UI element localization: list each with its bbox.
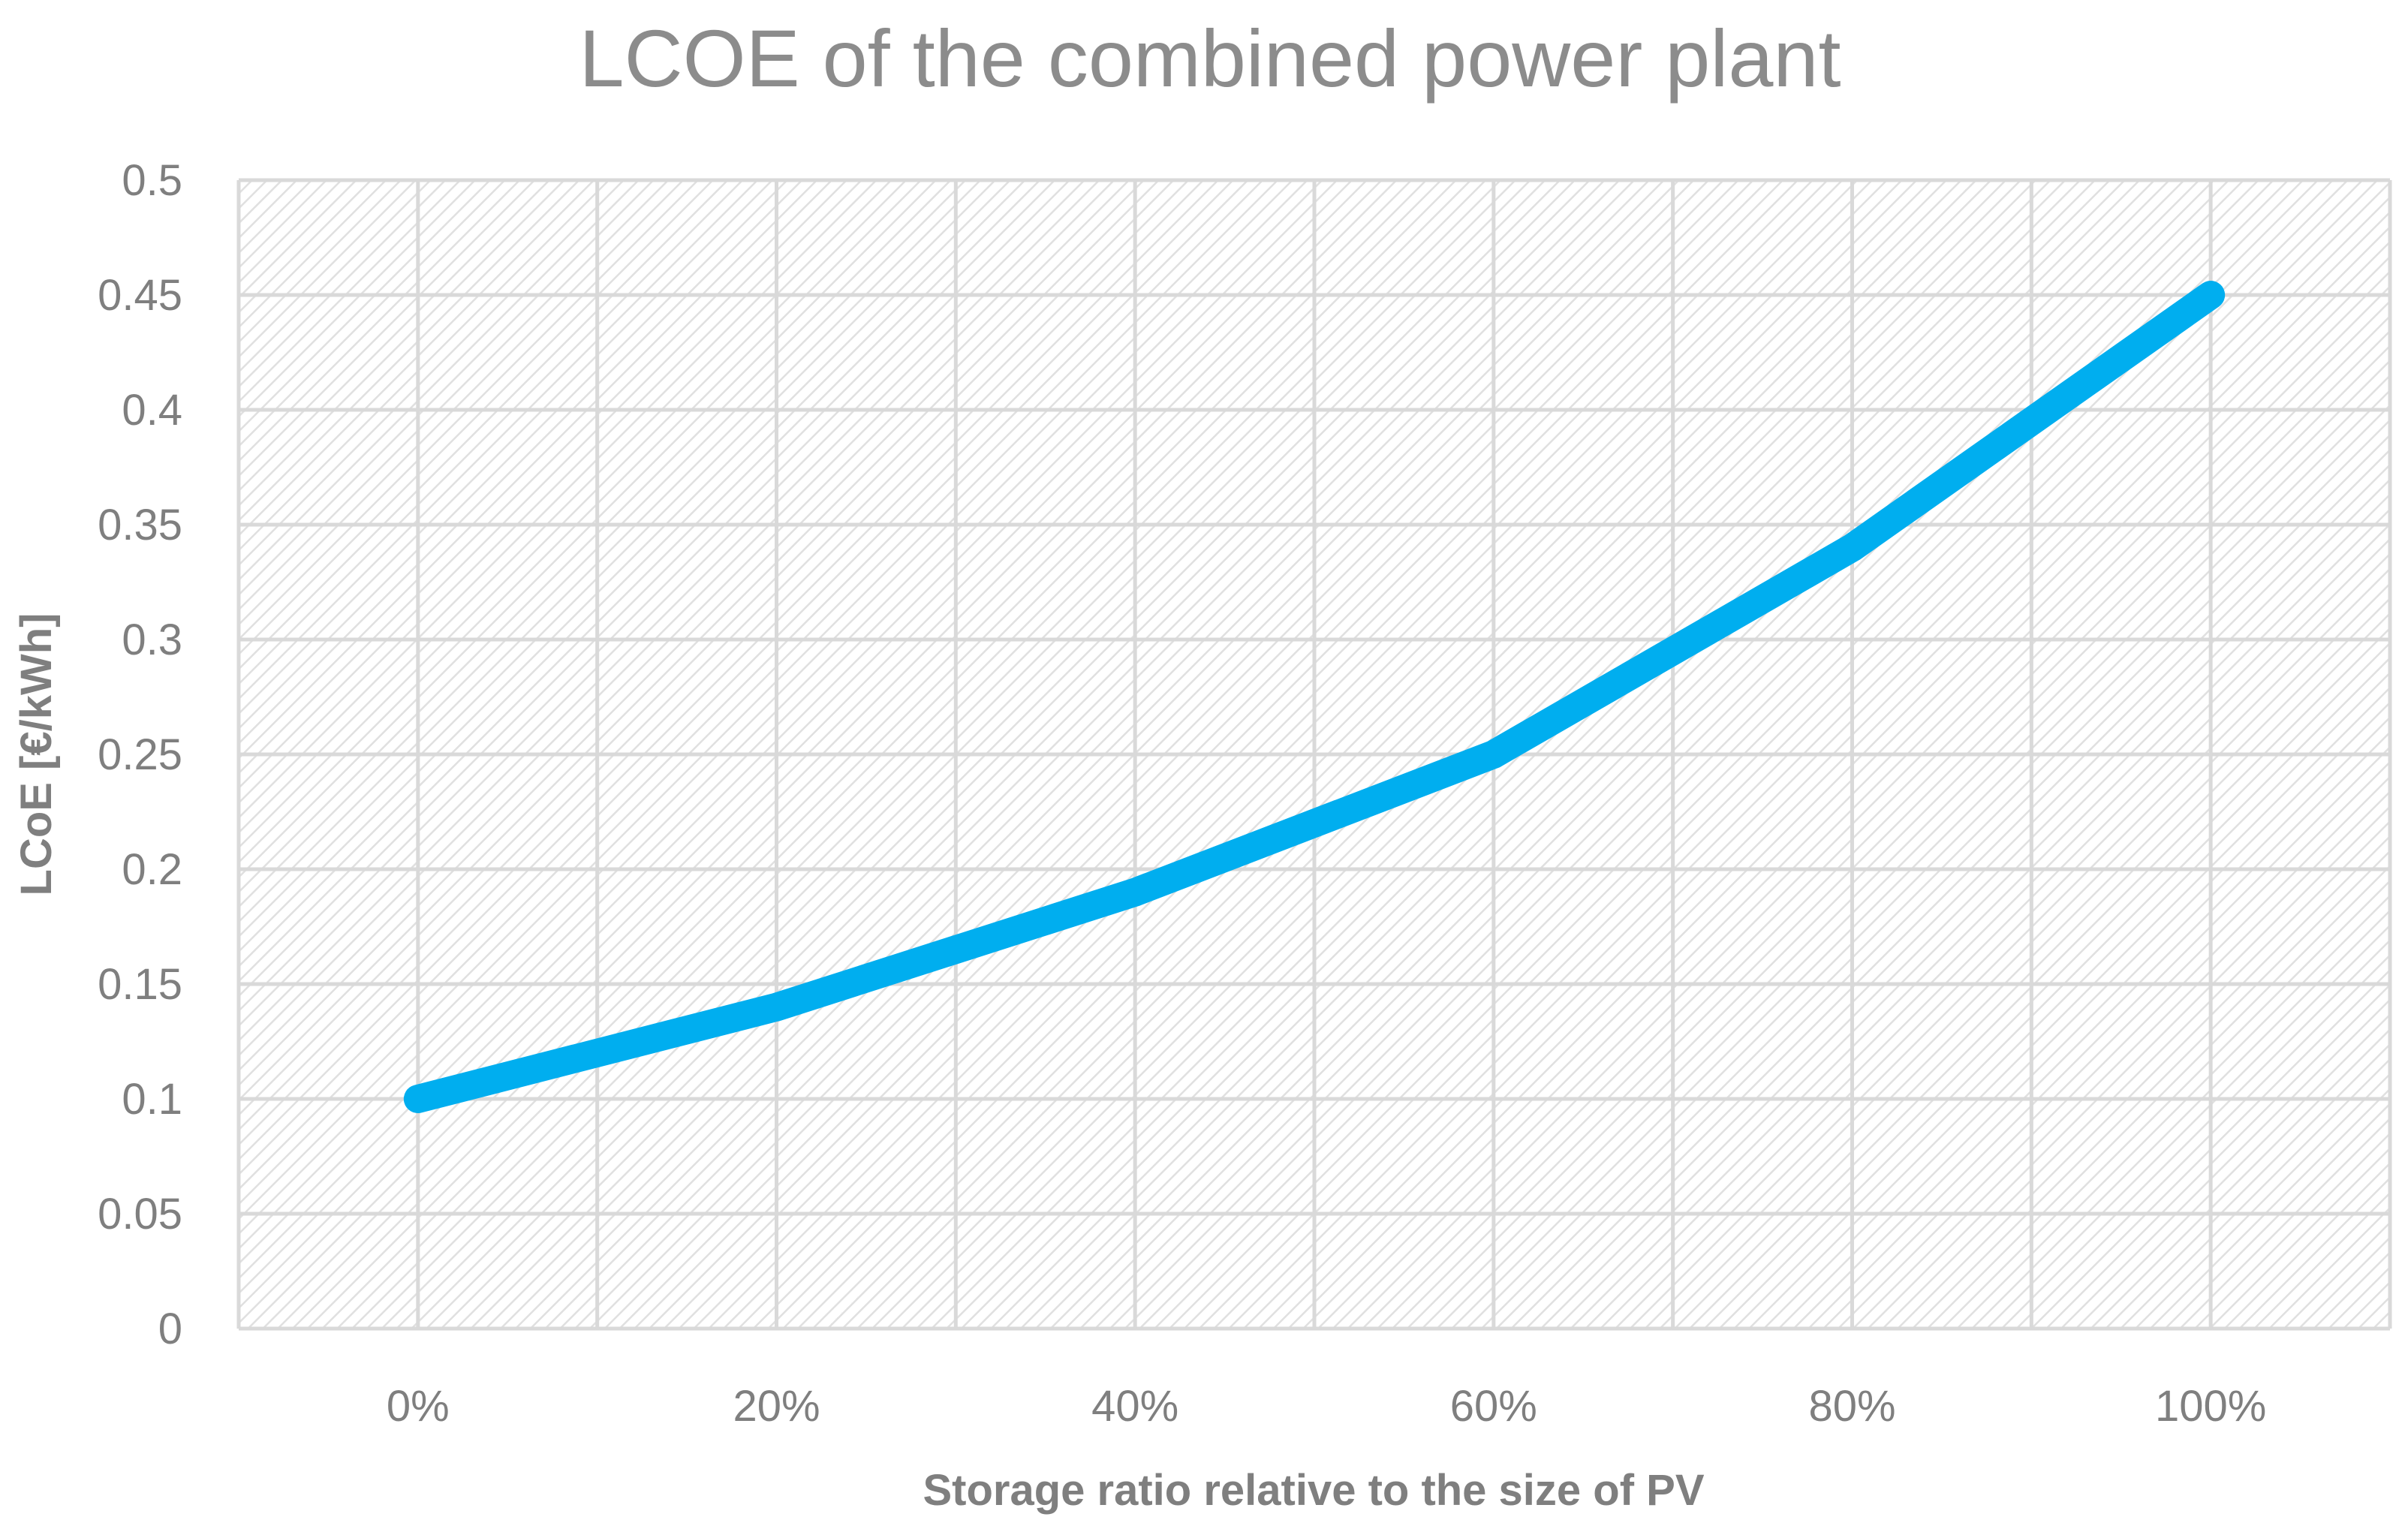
y-tick-label: 0.35 (98, 501, 182, 549)
y-axis-ticks: 0 0.05 0.1 0.15 0.2 0.25 0.3 0.35 0.4 0.45 0.5 (98, 156, 182, 1353)
series-lcoe (403, 281, 2226, 1113)
series-line (403, 281, 2226, 1113)
data-point (2210, 294, 2212, 296)
x-tick-label: 20% (733, 1382, 820, 1431)
data-point (1492, 754, 1494, 755)
x-axis-ticks: 0% 20% 40% 60% 80% 100% (387, 1382, 2266, 1431)
y-tick-label: 0.2 (122, 845, 182, 894)
y-tick-label: 0.05 (98, 1190, 182, 1239)
data-point (775, 1006, 778, 1008)
y-axis-title: LCoE [€/kWh] (12, 613, 61, 896)
x-tick-label: 100% (2155, 1382, 2266, 1431)
y-tick-label: 0.45 (98, 271, 182, 320)
y-tick-label: 0.25 (98, 730, 182, 779)
y-tick-label: 0.15 (98, 960, 182, 1009)
y-tick-label: 0.3 (122, 616, 182, 664)
data-point (1134, 891, 1136, 893)
y-tick-label: 0 (158, 1305, 182, 1353)
x-tick-label: 80% (1808, 1382, 1895, 1431)
y-tick-label: 0.4 (122, 386, 182, 435)
data-point (1851, 546, 1853, 549)
gridlines (236, 178, 2392, 1331)
y-tick-label: 0.1 (122, 1075, 182, 1124)
x-tick-label: 60% (1450, 1382, 1537, 1431)
x-tick-label: 0% (387, 1382, 450, 1431)
x-tick-label: 40% (1091, 1382, 1178, 1431)
data-point (417, 1098, 419, 1100)
x-axis-title: Storage ratio relative to the size of PV (923, 1466, 1704, 1515)
y-tick-label: 0.5 (122, 156, 182, 205)
chart-title: LCOE of the combined power plant (579, 13, 1841, 104)
